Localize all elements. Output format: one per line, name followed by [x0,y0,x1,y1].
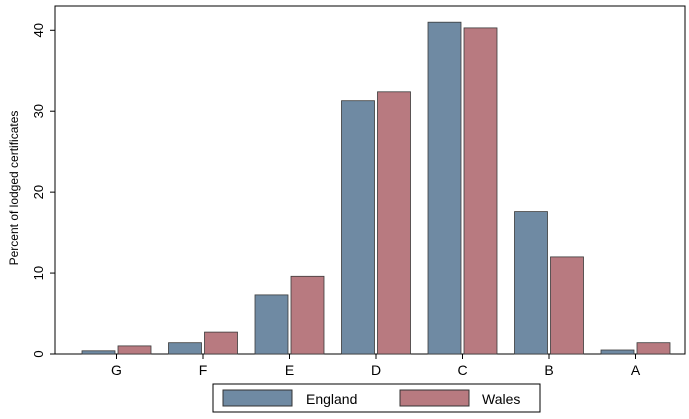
bar-england-c [427,21,462,355]
bar-england-a [600,349,635,355]
y-tick-label: 30 [31,104,46,118]
bar-england-d [341,100,375,355]
bar-wales-g [117,345,152,355]
bar-wales-f [204,331,238,355]
x-tick-label: D [371,362,381,378]
y-axis-label: Percent of lodged certificates [7,111,21,266]
legend: England Wales [212,383,541,413]
bar-wales-e [290,275,325,355]
y-tick-label: 20 [31,185,46,199]
legend-swatch-wales [399,389,470,407]
bar-wales-c [463,27,498,355]
y-tick-label: 10 [31,266,46,280]
bar-wales-a [636,342,671,355]
x-tick-label: A [631,362,641,378]
bar-wales-d [377,91,411,355]
y-tick-label: 0 [31,350,46,357]
legend-label-england: England [306,391,357,407]
bar-england-b [514,211,548,355]
bar-england-g [81,350,116,355]
y-axis: 0 10 20 30 40 [31,23,55,358]
bar-wales-b [550,256,584,355]
bar-england-e [254,294,289,355]
x-tick-label: F [199,362,208,378]
legend-swatch-england [222,389,293,407]
legend-label-wales: Wales [482,391,520,407]
bars-layer [81,21,671,355]
bar-england-f [168,342,202,355]
x-tick-label: E [285,362,294,378]
x-tick-label: C [457,362,467,378]
x-tick-label: G [111,362,122,378]
y-tick-label: 40 [31,23,46,37]
x-tick-label: B [544,362,553,378]
